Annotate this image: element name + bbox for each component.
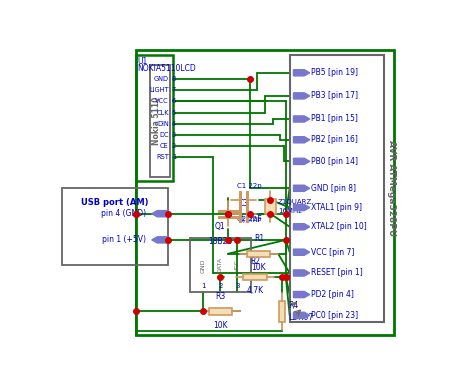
Text: 18B20: 18B20: [208, 237, 232, 246]
Text: pin 4 (GND): pin 4 (GND): [101, 209, 146, 218]
Text: GND: GND: [153, 76, 168, 82]
Text: C1 22p: C1 22p: [237, 183, 261, 189]
Polygon shape: [293, 70, 309, 76]
Bar: [208, 308, 231, 314]
Text: RESET [pin 1]: RESET [pin 1]: [311, 269, 362, 277]
Text: DIN: DIN: [157, 121, 168, 126]
Text: pin 1 (+5V): pin 1 (+5V): [102, 235, 146, 244]
Text: AVR ATMega328PU: AVR ATMega328PU: [386, 140, 395, 236]
Bar: [278, 301, 285, 322]
Polygon shape: [151, 210, 168, 217]
Text: 1: 1: [201, 283, 205, 289]
Text: 5: 5: [172, 110, 176, 116]
Polygon shape: [293, 224, 309, 230]
Text: CE: CE: [160, 143, 168, 149]
Polygon shape: [293, 158, 309, 164]
Polygon shape: [293, 185, 309, 191]
Text: C2 22p: C2 22p: [237, 216, 261, 222]
Text: DATA: DATA: [218, 257, 222, 274]
Bar: [135, 50, 393, 335]
Text: RST: RST: [156, 154, 168, 160]
Text: PB5 [pin 19]: PB5 [pin 19]: [311, 68, 358, 77]
Bar: [149, 65, 170, 177]
Text: 4: 4: [172, 121, 176, 126]
Text: PB1 [pin 15]: PB1 [pin 15]: [311, 115, 357, 123]
Bar: [289, 55, 383, 322]
Text: GND: GND: [201, 258, 206, 272]
Text: 2: 2: [218, 283, 222, 289]
Text: USB port (AM): USB port (AM): [81, 197, 148, 207]
Text: 2: 2: [172, 143, 176, 149]
Text: 0,1mF: 0,1mF: [238, 215, 262, 224]
Polygon shape: [293, 249, 309, 255]
Polygon shape: [293, 291, 309, 298]
Text: PB2 [pin 16]: PB2 [pin 16]: [311, 135, 357, 144]
Bar: [189, 238, 251, 292]
Text: DC: DC: [159, 132, 168, 138]
Text: VCC [pin 7]: VCC [pin 7]: [311, 248, 354, 257]
Bar: [264, 199, 275, 214]
Bar: [243, 274, 266, 280]
Text: NOKIA5110LCD: NOKIA5110LCD: [137, 64, 196, 73]
Bar: [247, 251, 270, 257]
Text: R1: R1: [253, 234, 263, 243]
Polygon shape: [293, 270, 309, 276]
Text: 1: 1: [172, 154, 176, 160]
Text: 3: 3: [172, 132, 176, 138]
Text: 16MHz: 16MHz: [278, 209, 301, 214]
Text: 3: 3: [235, 283, 239, 289]
Text: PB3 [pin 17]: PB3 [pin 17]: [311, 91, 358, 100]
Bar: [135, 55, 172, 181]
Polygon shape: [293, 93, 309, 99]
Text: VCC: VCC: [234, 259, 239, 272]
Text: PD2 [pin 4]: PD2 [pin 4]: [311, 290, 353, 299]
Text: LDR07: LDR07: [287, 313, 313, 322]
Text: 10K: 10K: [213, 321, 227, 330]
Text: 8: 8: [172, 76, 176, 82]
Polygon shape: [293, 137, 309, 143]
Text: 7: 7: [172, 87, 176, 94]
Text: 6: 6: [172, 98, 176, 104]
Text: VCC: VCC: [155, 98, 168, 104]
Text: CLK: CLK: [156, 110, 168, 116]
Polygon shape: [293, 312, 309, 319]
Polygon shape: [293, 204, 309, 210]
Text: Z1QUARZ: Z1QUARZ: [278, 199, 312, 205]
Text: R3: R3: [215, 292, 225, 301]
Text: R4: R4: [287, 301, 298, 310]
Polygon shape: [151, 237, 168, 243]
Text: R2: R2: [249, 257, 259, 266]
Text: Nokia 5110: Nokia 5110: [151, 96, 161, 145]
Text: U1: U1: [137, 57, 147, 66]
Text: 10K: 10K: [251, 263, 266, 272]
Text: GND [pin 8]: GND [pin 8]: [311, 184, 355, 193]
Text: XTAL2 [pin 10]: XTAL2 [pin 10]: [311, 222, 366, 231]
Polygon shape: [293, 116, 309, 122]
Text: PB0 [pin 14]: PB0 [pin 14]: [311, 157, 358, 166]
Text: C3: C3: [238, 199, 248, 207]
Text: 4,7K: 4,7K: [246, 286, 263, 295]
Bar: [62, 188, 168, 265]
Text: XTAL1 [pin 9]: XTAL1 [pin 9]: [311, 203, 361, 212]
Text: LIGHT: LIGHT: [149, 87, 168, 94]
Text: PC0 [pin 23]: PC0 [pin 23]: [311, 311, 358, 320]
Text: Q1: Q1: [214, 222, 225, 231]
